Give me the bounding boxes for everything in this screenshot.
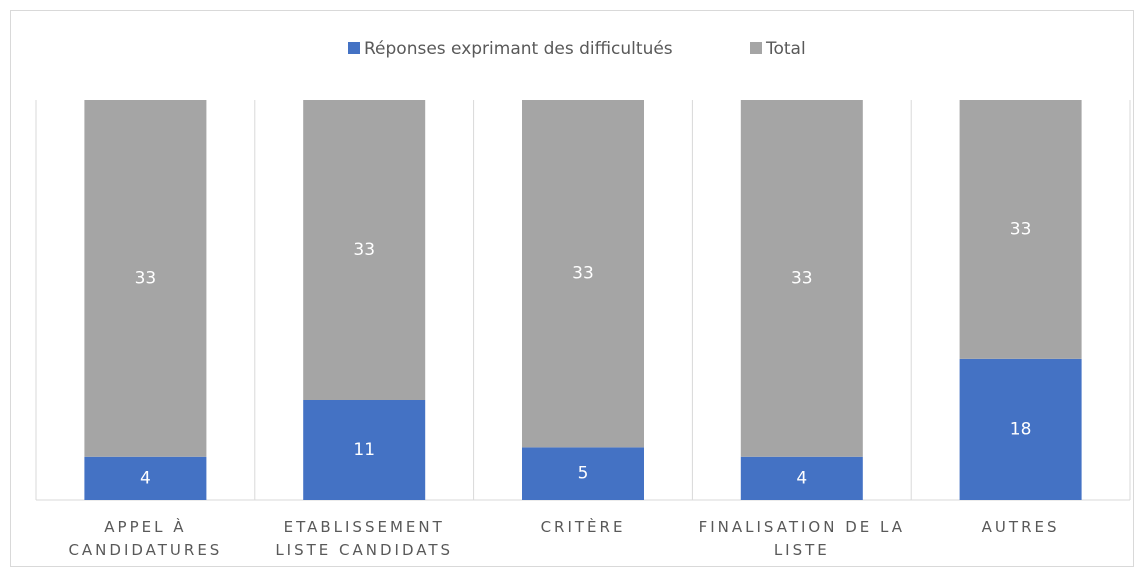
data-label: 33 (791, 268, 813, 288)
data-label: 11 (353, 440, 375, 460)
data-label: 4 (140, 468, 151, 488)
x-tick-label: AUTRES (981, 518, 1060, 536)
bar-segment (303, 400, 426, 500)
data-label: 33 (1010, 219, 1032, 239)
x-tick-label: APPEL À CANDIDATURES (68, 518, 223, 559)
bar-segment (84, 100, 207, 457)
legend-swatch (750, 42, 762, 54)
x-tick-label: FINALISATION DE LA LISTE (698, 518, 905, 559)
bar-segment (303, 100, 426, 400)
legend-label: Réponses exprimant des difficultués (364, 39, 673, 59)
legend-label: Total (765, 39, 806, 59)
data-label: 33 (135, 268, 157, 288)
data-label: 5 (578, 464, 589, 484)
legend-swatch (348, 42, 360, 54)
data-label: 18 (1010, 419, 1032, 439)
bar-segment (522, 447, 644, 500)
bar-segment (84, 456, 207, 500)
data-label: 33 (353, 240, 375, 260)
bar-segment (959, 358, 1082, 500)
bar-segment (522, 100, 644, 448)
bar-segment (740, 100, 863, 457)
data-label: 4 (796, 468, 807, 488)
data-label: 33 (572, 264, 594, 284)
x-tick-label: ETABLISSEMENT LISTE CANDIDATS (275, 518, 454, 559)
x-tick-label: CRITÈRE (540, 518, 626, 536)
bar-segment (959, 100, 1082, 359)
bar-segment (740, 456, 863, 500)
